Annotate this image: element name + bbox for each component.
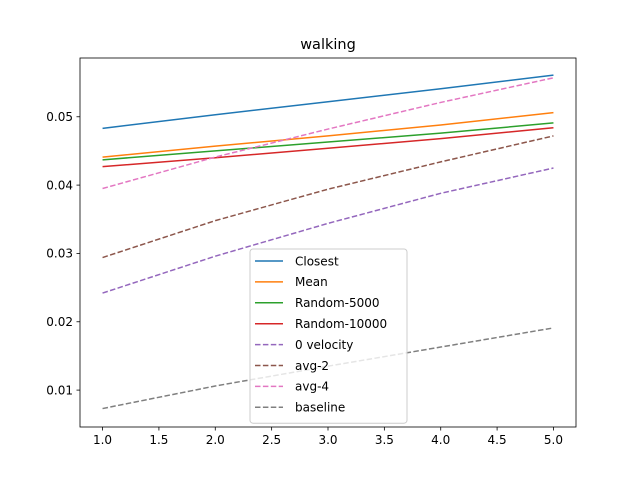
y-tick-label: 0.01 [46, 383, 73, 397]
legend-label: Random-10000 [295, 317, 387, 331]
x-tick-label: 3.5 [375, 433, 394, 447]
legend-label: Closest [295, 254, 339, 268]
legend-label: 0 velocity [295, 338, 353, 352]
legend-label: avg-2 [295, 359, 329, 373]
y-tick-label: 0.02 [46, 315, 73, 329]
legend-label: Random-5000 [295, 296, 380, 310]
legend-label: Mean [295, 275, 328, 289]
x-tick-label: 2.0 [206, 433, 225, 447]
legend: Closest Mean Random-5000 Random-10000 0 velo… [249, 248, 408, 424]
x-axis: 1.0 1.5 2.0 2.5 3.0 3.5 4.0 4.5 5.0 [93, 427, 563, 447]
series-line-2 [102, 111, 554, 158]
x-tick-label: 4.0 [431, 433, 450, 447]
series-line-7 [102, 77, 554, 190]
x-tick-label: 3.0 [318, 433, 337, 447]
series-line-1 [102, 74, 554, 130]
chart-title: walking [300, 37, 356, 53]
y-tick-label: 0.05 [46, 110, 73, 124]
x-tick-label: 1.0 [93, 433, 112, 447]
series-line-3 [102, 122, 554, 161]
x-tick-label: 1.5 [149, 433, 168, 447]
x-tick-label: 5.0 [544, 433, 563, 447]
legend-label: avg-4 [295, 380, 329, 394]
series-line-4 [102, 126, 554, 168]
x-tick-label: 4.5 [488, 433, 507, 447]
series-line-5 [102, 167, 554, 294]
legend-label: baseline [295, 401, 345, 415]
x-tick-label: 2.5 [262, 433, 281, 447]
y-tick-label: 0.04 [46, 178, 73, 192]
legend-box [249, 248, 408, 424]
y-tick-label: 0.03 [46, 247, 73, 261]
series-layer [102, 74, 554, 410]
series-line-6 [102, 135, 554, 259]
y-axis: 0.01 0.02 0.03 0.04 0.05 [46, 110, 80, 397]
